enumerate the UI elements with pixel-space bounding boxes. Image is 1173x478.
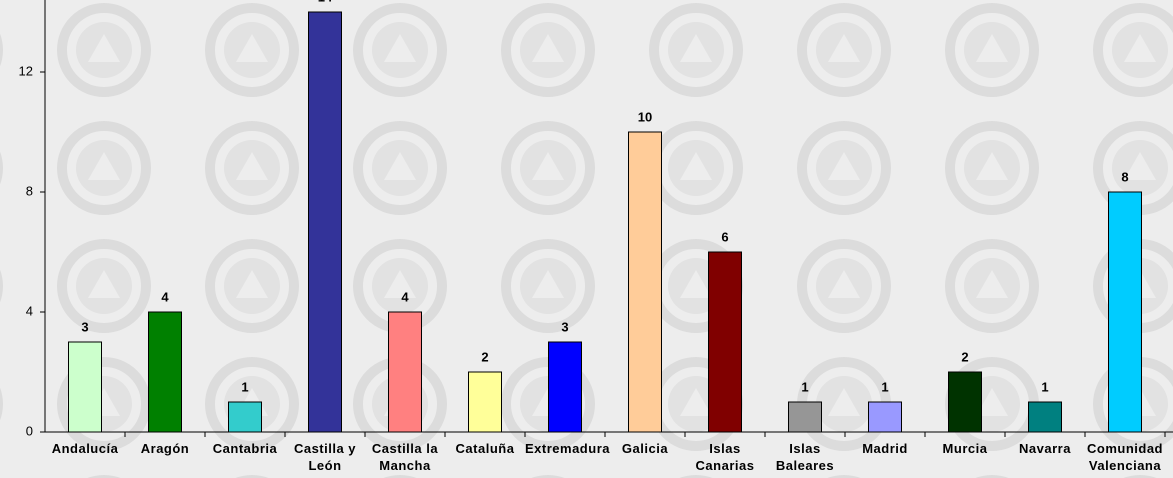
- y-tick-label: 0: [26, 423, 33, 438]
- x-tick-label: Castilla la Mancha: [371, 441, 439, 473]
- bar: [388, 311, 422, 433]
- data-label: 1: [881, 379, 888, 394]
- bar: [1108, 191, 1142, 433]
- bar: [308, 11, 342, 433]
- data-label: 3: [561, 319, 568, 334]
- x-tick-label: Navarra: [1019, 441, 1071, 456]
- data-label: 2: [481, 349, 488, 364]
- data-label: 10: [638, 109, 652, 124]
- bar: [868, 401, 902, 433]
- data-label: 8: [1121, 169, 1128, 184]
- x-tick-label: Cantabria: [212, 441, 278, 456]
- y-tick-label: 12: [19, 63, 33, 78]
- bar: [1028, 401, 1062, 433]
- y-tick-label: 8: [26, 183, 33, 198]
- x-tick-label: Andalucía: [51, 441, 119, 456]
- data-label: 2: [961, 349, 968, 364]
- data-label: 1: [1041, 379, 1048, 394]
- x-tick-label: Murcia: [942, 441, 988, 456]
- bar: [228, 401, 262, 433]
- data-label: 4: [161, 289, 169, 304]
- bar: [148, 311, 182, 433]
- bar: [548, 341, 582, 433]
- x-tick-label: Comunidad Valenciana: [1087, 441, 1163, 473]
- data-label: 1: [801, 379, 808, 394]
- x-tick-label: Galicia: [621, 441, 669, 456]
- data-label: 4: [401, 289, 409, 304]
- data-label: 1: [241, 379, 248, 394]
- x-tick-label: Islas Canarias: [695, 441, 755, 473]
- x-tick-label: Castilla y León: [293, 441, 357, 473]
- x-tick-label: Aragón: [140, 441, 190, 456]
- x-tick-label: Madrid: [862, 441, 908, 456]
- bar: [68, 341, 102, 433]
- data-label: 14: [318, 0, 333, 4]
- x-tick-label: Cataluña: [455, 441, 515, 456]
- bar: [788, 401, 822, 433]
- bar: [948, 371, 982, 433]
- x-tick-label: Extremadura: [525, 441, 610, 456]
- bar: [468, 371, 502, 433]
- x-tick-label: Islas Baleares: [775, 441, 835, 473]
- bar: [708, 251, 742, 433]
- y-tick-label: 4: [26, 303, 33, 318]
- data-label: 6: [721, 229, 728, 244]
- bar: [628, 131, 662, 433]
- data-label: 3: [81, 319, 88, 334]
